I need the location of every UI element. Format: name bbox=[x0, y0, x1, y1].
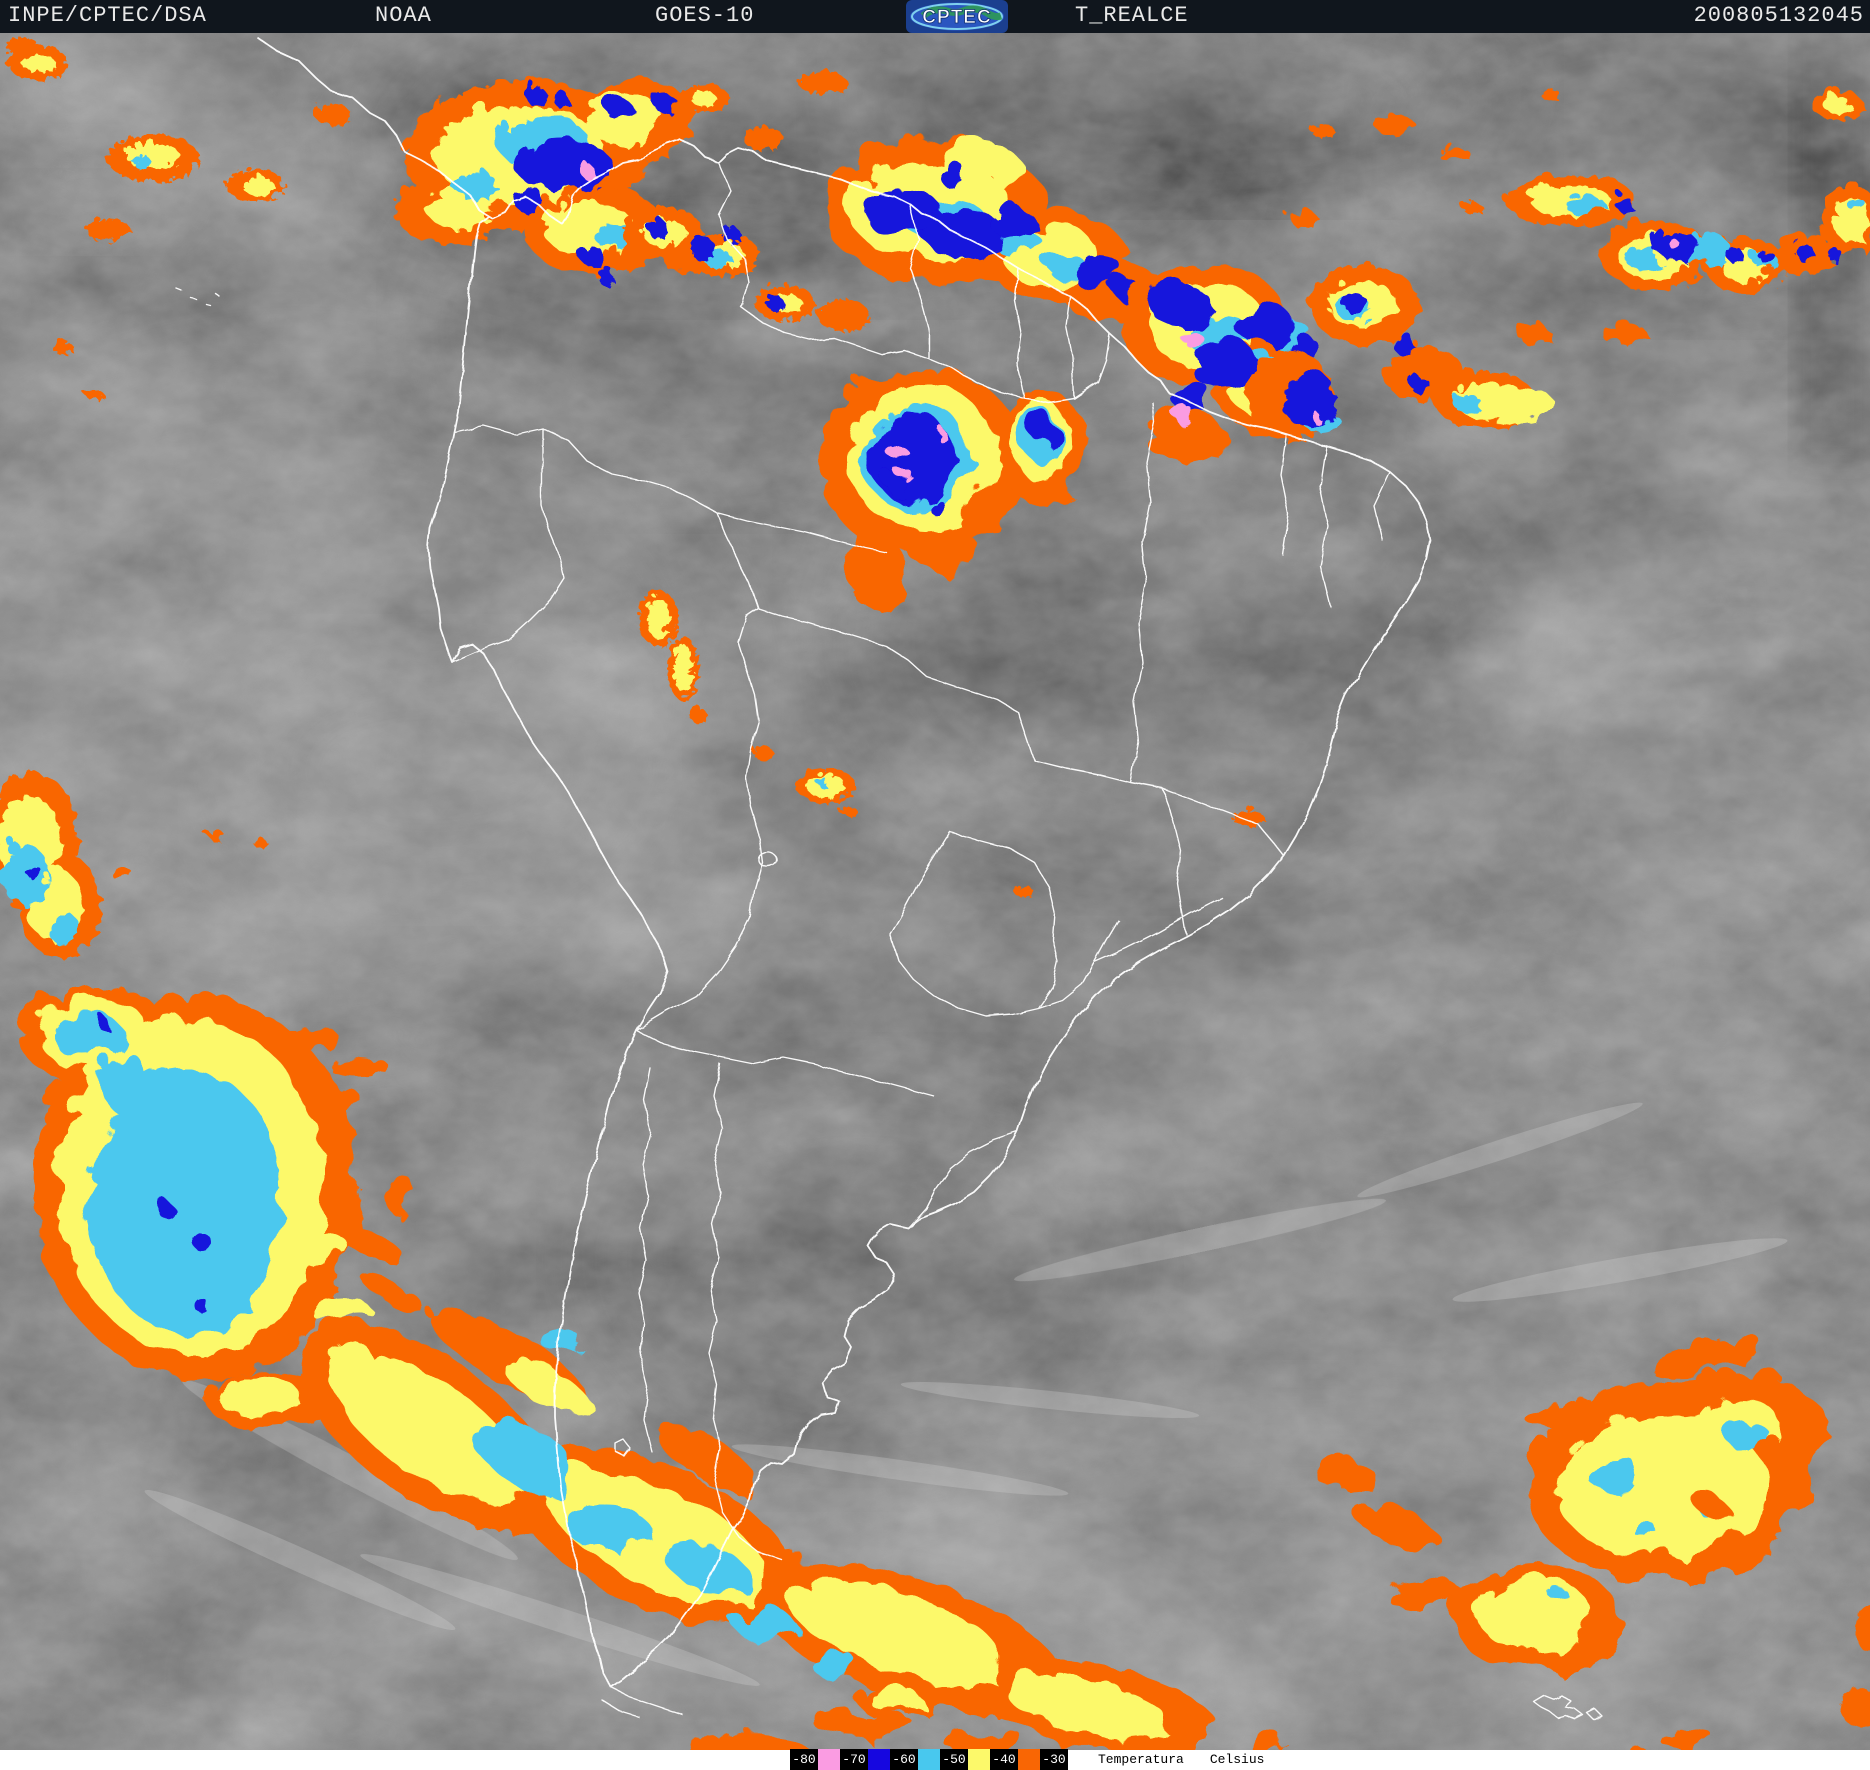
legend-swatch-minus60 bbox=[918, 1749, 940, 1770]
convection-misc-specks bbox=[854, 87, 1558, 893]
coastline-path bbox=[255, 35, 1430, 1688]
legend-label-minus40: -40 bbox=[990, 1749, 1018, 1770]
header-satellite-label: GOES-10 bbox=[655, 3, 755, 28]
legend-label-minus70: -70 bbox=[840, 1749, 868, 1770]
convection-andes-cells bbox=[635, 584, 868, 813]
convection-sw-storm bbox=[14, 980, 420, 1422]
convection-southern-band bbox=[289, 1299, 1286, 1756]
convection-amazon-core bbox=[813, 359, 1081, 602]
convection-northeast-band bbox=[1243, 86, 1870, 436]
legend-swatch-minus50 bbox=[968, 1749, 990, 1770]
convection-itcz-specks bbox=[620, 68, 866, 328]
temperature-legend: -80 -70 -60 -50 -40 -30 Temperatura Cels… bbox=[790, 1749, 1264, 1770]
convection-southeast-system bbox=[1310, 1332, 1870, 1753]
header-product-label: T_REALCE bbox=[1075, 3, 1189, 28]
header-bar: INPE/CPTEC/DSA NOAA GOES-10 CPTEC T_REAL… bbox=[0, 0, 1870, 33]
cloud-streaks bbox=[144, 1102, 1788, 1686]
legend-title-unit: Celsius bbox=[1209, 1752, 1265, 1767]
legend-title-temperature: Temperatura bbox=[1098, 1752, 1184, 1767]
legend-bar: -80 -70 -60 -50 -40 -30 Temperatura Cels… bbox=[0, 1749, 1870, 1770]
cptec-logo-text: CPTEC bbox=[922, 7, 991, 28]
header-source-label: INPE/CPTEC/DSA bbox=[8, 3, 207, 28]
convection-left-edge bbox=[0, 768, 262, 952]
internal-borders-path bbox=[175, 160, 1390, 1716]
legend-label-minus30: -30 bbox=[1040, 1749, 1068, 1770]
legend-label-minus80: -80 bbox=[790, 1749, 818, 1770]
cptec-logo: CPTEC bbox=[906, 0, 1008, 33]
convection-east-cluster bbox=[1115, 260, 1325, 458]
legend-label-minus50: -50 bbox=[940, 1749, 968, 1770]
legend-swatch-minus80 bbox=[818, 1749, 840, 1770]
convection-nw-corner bbox=[2, 33, 348, 397]
country-borders bbox=[175, 35, 1601, 1719]
header-datetime-label: 200805132045 bbox=[1693, 3, 1864, 28]
legend-swatch-minus70 bbox=[868, 1749, 890, 1770]
legend-swatch-minus40 bbox=[1018, 1749, 1040, 1770]
falklands-outline bbox=[1531, 1693, 1601, 1719]
header-agency-label: NOAA bbox=[375, 3, 432, 28]
legend-label-minus60: -60 bbox=[890, 1749, 918, 1770]
